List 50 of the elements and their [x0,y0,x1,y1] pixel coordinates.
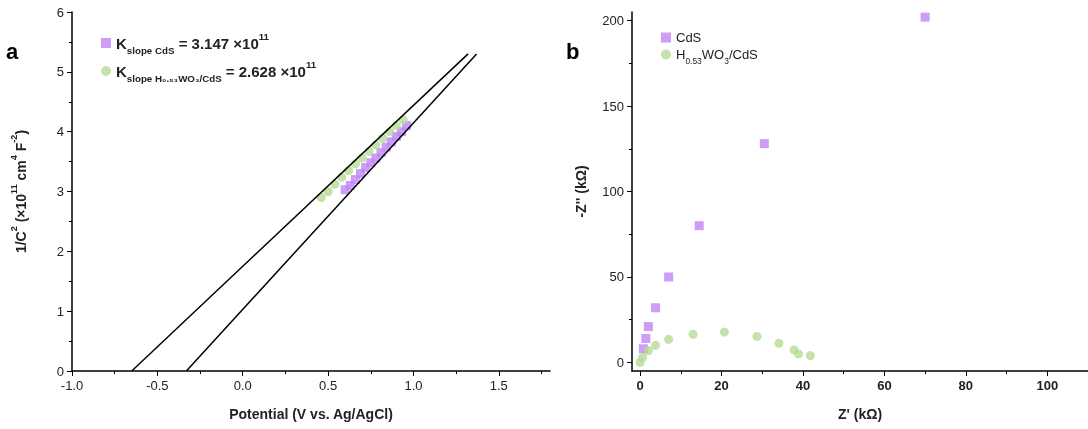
x-tick-label: -0.5 [146,378,169,393]
x-tick-label: 20 [714,378,729,393]
text: 1/C2 (×1011 cm4 F-2) [9,129,29,254]
x-tick-label: 60 [877,378,892,393]
y-tick-label: 1 [56,303,64,319]
point [643,345,653,355]
y-tick-label: 4 [56,124,64,140]
point [794,349,804,359]
point [651,340,661,350]
point [641,334,651,344]
point [664,272,674,282]
point [759,139,769,149]
x-tick-label: 40 [795,378,811,393]
point [651,303,661,313]
point [694,221,704,231]
y-tick-label: 5 [56,64,64,80]
legend-label: CdS [676,30,702,45]
x-axis-title: Z' (kΩ) [837,406,883,423]
text: b [566,38,580,64]
y-tick-label: 2 [56,243,64,259]
y-tick-label: 0 [616,354,624,370]
point [643,322,653,332]
point [752,331,762,341]
x-tick-label: 0.5 [319,378,338,393]
x-axis-title: Potential (V vs. Ag/AgCl) [229,406,393,423]
point [774,338,784,348]
x-tick-label: 100 [1036,378,1059,393]
point [805,351,815,361]
point [664,334,674,344]
x-tick-label: 0.0 [233,378,252,393]
y-axis-title: -Z'' (kΩ) [572,165,589,218]
x-tick-label: -1.0 [60,378,84,393]
y-tick-label: 3 [56,184,64,199]
y-tick-label: 150 [602,98,624,114]
point [920,12,930,22]
point [719,327,729,337]
y-tick-label: 50 [609,269,624,285]
point [638,352,648,362]
y-tick-label: 0 [56,363,64,379]
x-tick-label: 0 [636,378,644,393]
x-tick-label: 80 [958,378,974,393]
point [323,187,333,196]
point [688,329,698,339]
y-tick-label: 6 [56,4,64,20]
y-tick-label: 200 [602,13,624,29]
x-tick-label: 1.5 [489,378,508,393]
point [316,192,326,202]
y-tick-label: 100 [602,184,624,199]
text: a [6,38,19,64]
x-tick-label: 1.0 [404,378,423,393]
